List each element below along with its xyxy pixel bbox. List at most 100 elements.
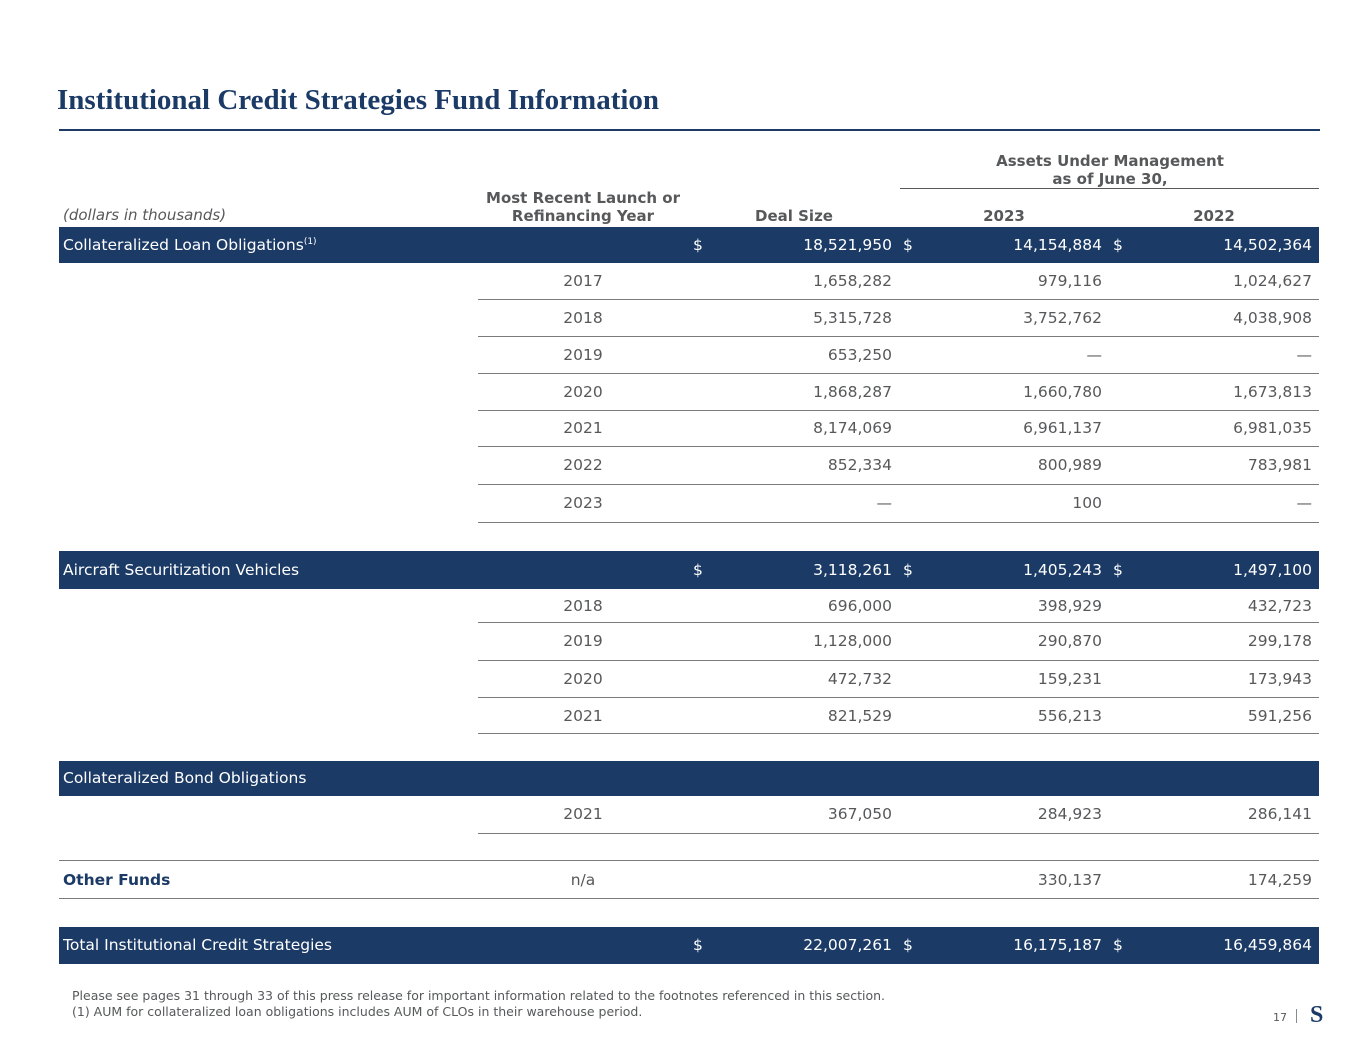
asv-label: Aircraft Securitization Vehicles — [63, 561, 300, 579]
clo-row-deal: — — [876, 494, 893, 512]
asv-row-aum-2023: 159,231 — [1037, 670, 1102, 688]
clo-row-aum-2022: 1,673,813 — [1233, 383, 1312, 401]
clo-footnote-mark: (1) — [303, 236, 317, 247]
row-divider — [478, 697, 1319, 698]
footer-separator — [1296, 1009, 1297, 1023]
clo-row-year: 2020 — [563, 383, 603, 401]
asv-row-aum-2022: 173,943 — [1247, 670, 1312, 688]
asv-summary-row: Aircraft Securitization Vehicles $ 3,118… — [59, 551, 1319, 589]
cbo-label: Collateralized Bond Obligations — [63, 769, 307, 787]
launch-year-header: Most Recent Launch or Refinancing Year — [478, 189, 688, 225]
asv-row-year: 2021 — [563, 707, 603, 725]
row-divider — [478, 622, 1319, 623]
clo-currency-2022: $ — [1113, 236, 1123, 254]
asv-row-aum-2023: 290,870 — [1037, 632, 1102, 650]
clo-currency-deal: $ — [693, 236, 703, 254]
year-2022-header: 2022 — [1193, 207, 1235, 225]
clo-row-deal: 8,174,069 — [813, 419, 892, 437]
asv-aum-2022: 1,497,100 — [1233, 561, 1312, 579]
row-divider — [478, 522, 1319, 523]
asv-row-deal: 696,000 — [827, 597, 892, 615]
asv-currency-2023: $ — [903, 561, 913, 579]
asv-row-year: 2018 — [563, 597, 603, 615]
clo-row-aum-2022: — — [1296, 494, 1313, 512]
clo-row-aum-2023: 6,961,137 — [1023, 419, 1102, 437]
clo-row-deal: 1,658,282 — [813, 272, 892, 290]
total-currency-2022: $ — [1113, 936, 1123, 954]
row-divider — [478, 833, 1319, 834]
total-row: Total Institutional Credit Strategies $ … — [59, 927, 1319, 964]
aum-header: Assets Under Management as of June 30, — [960, 152, 1260, 188]
asv-row-aum-2022: 432,723 — [1247, 597, 1312, 615]
clo-row-year: 2017 — [563, 272, 603, 290]
asv-row-aum-2023: 556,213 — [1037, 707, 1102, 725]
clo-row-aum-2023: — — [1086, 346, 1103, 364]
asv-row-aum-2022: 591,256 — [1247, 707, 1312, 725]
row-divider — [478, 733, 1319, 734]
deal-size-header: Deal Size — [755, 207, 833, 225]
page-number: 17 — [1273, 1011, 1287, 1024]
clo-row-aum-2022: 1,024,627 — [1233, 272, 1312, 290]
aum-header-line2: as of June 30, — [1052, 170, 1168, 188]
title-divider — [59, 129, 1320, 131]
cbo-row-aum-2022: 286,141 — [1247, 805, 1312, 823]
row-divider — [478, 446, 1319, 447]
total-aum-2022: 16,459,864 — [1223, 936, 1312, 954]
aum-header-line1: Assets Under Management — [996, 152, 1224, 170]
launch-year-header-line2: Refinancing Year — [511, 207, 655, 225]
clo-row-aum-2023: 979,116 — [1037, 272, 1102, 290]
clo-row-aum-2023: 800,989 — [1037, 456, 1102, 474]
asv-row-deal: 1,128,000 — [813, 632, 892, 650]
total-currency-2023: $ — [903, 936, 913, 954]
total-label: Total Institutional Credit Strategies — [63, 936, 333, 954]
footnote-line-1: Please see pages 31 through 33 of this p… — [72, 988, 885, 1003]
clo-row-aum-2022: — — [1296, 346, 1313, 364]
asv-deal-size: 3,118,261 — [813, 561, 892, 579]
asv-row-year: 2020 — [563, 670, 603, 688]
other-funds-aum-2023: 330,137 — [1037, 871, 1102, 889]
clo-row-year: 2019 — [563, 346, 603, 364]
clo-row-deal: 852,334 — [827, 456, 892, 474]
clo-row-aum-2022: 6,981,035 — [1233, 419, 1312, 437]
units-label: (dollars in thousands) — [63, 206, 227, 224]
launch-year-header-line1: Most Recent Launch or — [486, 189, 680, 207]
row-divider — [59, 898, 1319, 899]
row-divider — [478, 484, 1319, 485]
clo-label: Collateralized Loan Obligations(1) — [63, 236, 317, 254]
footnote-line-2: (1) AUM for collateralized loan obligati… — [72, 1004, 643, 1019]
clo-row-year: 2018 — [563, 309, 603, 327]
clo-row-aum-2023: 1,660,780 — [1023, 383, 1102, 401]
clo-row-deal: 5,315,728 — [813, 309, 892, 327]
asv-currency-2022: $ — [1113, 561, 1123, 579]
clo-row-aum-2023: 100 — [1072, 494, 1102, 512]
company-logo-icon: S — [1310, 1002, 1324, 1028]
aum-header-divider — [900, 188, 1319, 189]
total-deal-size: 22,007,261 — [803, 936, 892, 954]
clo-row-aum-2023: 3,752,762 — [1023, 309, 1102, 327]
cbo-row-year: 2021 — [563, 805, 603, 823]
row-divider — [478, 660, 1319, 661]
clo-aum-2023: 14,154,884 — [1013, 236, 1102, 254]
clo-row-aum-2022: 4,038,908 — [1233, 309, 1312, 327]
clo-summary-row: Collateralized Loan Obligations(1) $ 18,… — [59, 227, 1319, 263]
total-aum-2023: 16,175,187 — [1013, 936, 1102, 954]
total-currency-deal: $ — [693, 936, 703, 954]
clo-row-aum-2022: 783,981 — [1247, 456, 1312, 474]
clo-aum-2022: 14,502,364 — [1223, 236, 1312, 254]
clo-row-deal: 653,250 — [827, 346, 892, 364]
clo-row-deal: 1,868,287 — [813, 383, 892, 401]
year-2023-header: 2023 — [983, 207, 1025, 225]
row-divider — [478, 410, 1319, 411]
asv-aum-2023: 1,405,243 — [1023, 561, 1102, 579]
asv-row-aum-2022: 299,178 — [1247, 632, 1312, 650]
asv-row-deal: 821,529 — [827, 707, 892, 725]
asv-row-deal: 472,732 — [827, 670, 892, 688]
asv-currency-deal: $ — [693, 561, 703, 579]
other-funds-year: n/a — [570, 871, 596, 889]
clo-row-year: 2021 — [563, 419, 603, 437]
row-divider — [478, 299, 1319, 300]
cbo-row-aum-2023: 284,923 — [1037, 805, 1102, 823]
clo-row-year: 2022 — [563, 456, 603, 474]
cbo-row-deal: 367,050 — [827, 805, 892, 823]
clo-label-text: Collateralized Loan Obligations — [63, 236, 304, 254]
